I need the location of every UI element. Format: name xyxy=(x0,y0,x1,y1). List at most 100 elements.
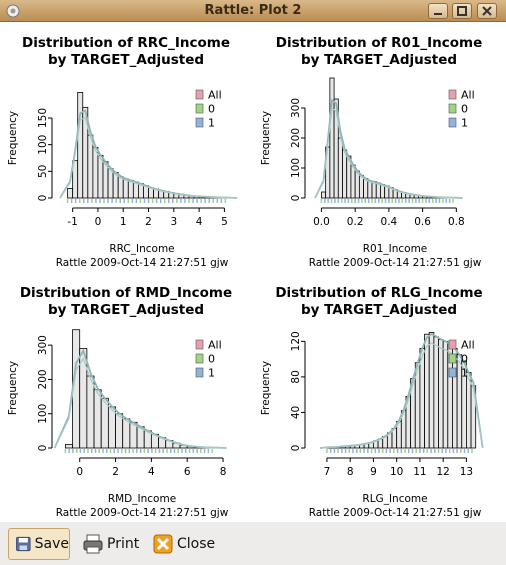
histogram-bar xyxy=(64,444,73,449)
x-tick-label: 0.0 xyxy=(313,216,330,228)
minimize-icon xyxy=(434,13,442,15)
y-tick-label: 300 xyxy=(37,335,49,355)
x-tick-label: 2 xyxy=(145,216,152,228)
close-window-button[interactable] xyxy=(477,3,497,19)
bottom-toolbar: Save Print Close xyxy=(0,524,506,565)
chart-subtitle: by TARGET_Adjusted xyxy=(301,302,457,318)
histogram-bar xyxy=(329,77,335,199)
maximize-button[interactable] xyxy=(452,3,472,19)
histogram-bar xyxy=(93,389,102,449)
histogram-bar xyxy=(122,178,129,199)
x-tick-label: 13 xyxy=(460,466,473,478)
histogram-bar xyxy=(87,134,94,199)
rug-marks xyxy=(326,449,473,453)
histogram-bar xyxy=(442,340,449,449)
x-axis-label: RMD_Income xyxy=(108,493,176,505)
x-tick-label: 0.6 xyxy=(414,216,431,228)
x-axis-label: RLG_Income xyxy=(362,493,427,505)
y-tick-label: 100 xyxy=(37,135,49,155)
close-label: Close xyxy=(177,536,216,552)
print-label: Print xyxy=(107,536,140,552)
legend-label: All xyxy=(461,89,475,102)
legend-label: All xyxy=(208,339,222,352)
chart-title: Distribution of RMD_Income xyxy=(20,285,232,301)
chart-caption: Rattle 2009-Oct-14 21:27:51 gjw xyxy=(56,257,229,269)
legend-swatch xyxy=(195,103,204,114)
legend-swatch xyxy=(448,367,457,378)
y-axis-label: Frequency xyxy=(260,361,272,415)
x-tick-label: 2 xyxy=(112,466,119,478)
chart-caption: Rattle 2009-Oct-14 21:27:51 gjw xyxy=(309,507,482,519)
y-tick-label: 0 xyxy=(290,445,302,452)
density-curve-0 xyxy=(59,116,238,199)
x-tick-label: 0 xyxy=(76,466,83,478)
legend-swatch xyxy=(195,89,204,100)
legend-label: 1 xyxy=(461,117,468,130)
y-tick-label: 120 xyxy=(290,331,302,351)
histogram-bar xyxy=(97,154,104,199)
close-x-icon xyxy=(153,534,173,554)
save-button[interactable]: Save xyxy=(8,528,70,560)
legend-label: 0 xyxy=(461,353,468,366)
rug-marks xyxy=(320,199,454,203)
x-tick-label: 0.4 xyxy=(381,216,398,228)
legend-swatch xyxy=(448,89,457,100)
bars-group xyxy=(326,332,477,449)
x-tick-label: 4 xyxy=(196,216,203,228)
close-button[interactable]: Close xyxy=(146,528,216,560)
legend-swatch xyxy=(195,367,204,378)
histogram-bar xyxy=(117,176,124,199)
x-axis-label: R01_Income xyxy=(363,243,428,255)
y-tick-label: 150 xyxy=(37,108,49,128)
histogram-bar xyxy=(321,191,327,199)
legend-label: 0 xyxy=(208,353,215,366)
histogram-bar xyxy=(367,180,373,199)
histogram-bar xyxy=(424,333,430,449)
bars-group xyxy=(67,92,230,199)
x-tick-label: 3 xyxy=(170,216,177,228)
histogram-bar xyxy=(466,372,472,449)
y-tick-label: 0 xyxy=(37,195,49,202)
chart-caption: Rattle 2009-Oct-14 21:27:51 gjw xyxy=(309,257,482,269)
histogram-bar xyxy=(77,92,84,199)
legend-swatch xyxy=(448,353,457,364)
legend-swatch xyxy=(448,103,457,114)
legend-label: 1 xyxy=(461,367,468,380)
legend-swatch xyxy=(448,339,457,350)
printer-icon xyxy=(83,534,103,554)
y-tick-label: 40 xyxy=(290,406,302,419)
x-tick-label: -1 xyxy=(67,216,77,228)
legend-label: 0 xyxy=(208,103,215,116)
x-tick-label: 6 xyxy=(184,466,191,478)
y-tick-label: 0 xyxy=(290,195,302,202)
histogram-bar xyxy=(122,418,131,449)
y-axis-label: Frequency xyxy=(7,361,19,415)
histogram-bar xyxy=(92,146,99,199)
legend-label: 1 xyxy=(208,367,215,380)
print-button[interactable]: Print xyxy=(76,528,140,560)
window-title: Rattle: Plot 2 xyxy=(204,3,302,18)
histogram-bar xyxy=(342,149,348,199)
x-tick-label: 0.8 xyxy=(448,216,465,228)
maximize-icon xyxy=(457,6,467,16)
chart-title: Distribution of R01_Income xyxy=(276,35,482,51)
y-tick-label: 200 xyxy=(290,128,302,148)
histogram-bar xyxy=(438,339,444,449)
legend-label: All xyxy=(208,89,222,102)
x-tick-label: 4 xyxy=(148,466,155,478)
histogram-bar xyxy=(107,406,116,449)
x-tick-label: 9 xyxy=(370,466,377,478)
legend-swatch xyxy=(195,339,204,350)
chart-caption: Rattle 2009-Oct-14 21:27:51 gjw xyxy=(56,507,229,519)
histogram-bar xyxy=(452,348,458,449)
save-label: Save xyxy=(34,536,69,552)
x-tick-label: 1 xyxy=(120,216,127,228)
legend-label: 1 xyxy=(208,117,215,130)
minimize-button[interactable] xyxy=(428,3,448,19)
x-tick-label: 0 xyxy=(95,216,102,228)
